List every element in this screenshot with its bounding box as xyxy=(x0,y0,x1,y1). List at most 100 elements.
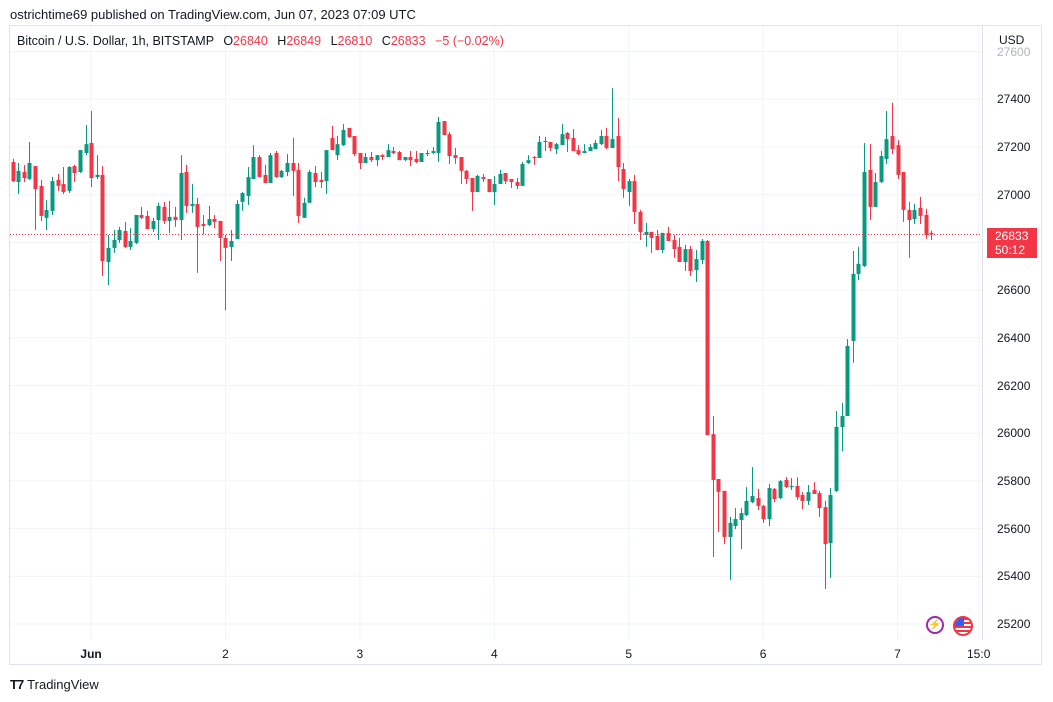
candle-body xyxy=(817,493,822,509)
candle xyxy=(363,152,368,163)
candle-body xyxy=(884,139,889,159)
candle xyxy=(33,166,38,230)
candle-body xyxy=(616,136,621,168)
candle xyxy=(190,183,195,213)
candle xyxy=(67,166,72,194)
price-tick-label: 26400 xyxy=(997,330,1031,345)
candle-body xyxy=(470,178,475,193)
candle-body xyxy=(481,177,486,179)
candle xyxy=(212,214,217,229)
candle-body xyxy=(464,170,469,179)
candle-body xyxy=(503,172,508,182)
candle xyxy=(621,162,626,198)
price-tick-label: 25600 xyxy=(997,521,1031,536)
candle-body xyxy=(571,137,576,152)
candle xyxy=(851,250,856,363)
candle-body xyxy=(386,150,391,158)
candle-body xyxy=(851,273,856,341)
candle xyxy=(56,173,61,191)
candle xyxy=(84,125,89,156)
candle xyxy=(862,142,867,267)
currency-label[interactable]: USD xyxy=(997,33,1027,47)
candle xyxy=(112,229,117,253)
candle xyxy=(884,110,889,164)
symbol-title[interactable]: Bitcoin / U.S. Dollar, 1h, BITSTAMP xyxy=(17,34,214,48)
candle xyxy=(229,229,234,262)
candles xyxy=(11,88,934,589)
candle-body xyxy=(156,205,161,220)
candle-body xyxy=(408,157,413,161)
time-tick-label: 6 xyxy=(759,647,767,661)
candle-body xyxy=(532,157,537,159)
candle xyxy=(756,489,761,510)
candle-body xyxy=(644,231,649,236)
candle-body xyxy=(173,216,178,220)
candle xyxy=(543,136,548,152)
candle-body xyxy=(856,263,861,274)
candle xyxy=(464,169,469,184)
candle-body xyxy=(27,162,32,179)
candle-body xyxy=(918,207,923,216)
candle xyxy=(666,226,671,241)
candlestick-chart[interactable] xyxy=(10,26,982,640)
candle xyxy=(694,250,699,282)
candle-body xyxy=(22,172,27,179)
candle xyxy=(795,477,800,500)
candle xyxy=(907,201,912,258)
candle xyxy=(117,226,122,243)
candle-body xyxy=(123,230,128,247)
us-flag-icon[interactable] xyxy=(953,616,973,636)
candle-body xyxy=(134,214,139,243)
time-tick-label: 3 xyxy=(356,647,364,661)
candle-body xyxy=(582,151,587,153)
grid xyxy=(10,26,982,640)
candle-body xyxy=(621,168,626,189)
candle xyxy=(307,169,312,203)
candle xyxy=(576,145,581,156)
candle xyxy=(767,484,772,526)
footer: T7 TradingView xyxy=(10,677,99,692)
change-value: −5 (−0.02%) xyxy=(435,34,504,48)
lightning-icon[interactable]: ⚡ xyxy=(926,616,944,634)
candle xyxy=(520,162,525,186)
candle xyxy=(649,231,654,253)
candle xyxy=(235,199,240,240)
tradingview-logo-icon: T7 xyxy=(10,677,24,692)
candle-body xyxy=(834,426,839,491)
candle-body xyxy=(705,240,710,436)
candle-body xyxy=(84,144,89,153)
candle xyxy=(414,151,419,163)
candle-body xyxy=(459,157,464,171)
candle xyxy=(565,131,570,153)
candle xyxy=(840,402,845,452)
candle-body xyxy=(733,519,738,526)
candle-body xyxy=(139,214,144,218)
candle-body xyxy=(229,240,234,247)
candle-body xyxy=(44,209,49,218)
candle xyxy=(722,490,727,545)
candle-body xyxy=(89,142,94,179)
candle xyxy=(386,144,391,158)
candle-body xyxy=(391,151,396,153)
candle xyxy=(616,118,621,182)
candle xyxy=(588,144,593,152)
candle xyxy=(358,152,363,169)
candle-body xyxy=(330,137,335,151)
candle xyxy=(784,477,789,489)
candle-body xyxy=(683,249,688,262)
candle xyxy=(509,178,514,189)
candle-body xyxy=(744,500,749,516)
price-tick-label: 27400 xyxy=(997,92,1031,107)
price-axis[interactable] xyxy=(982,26,1043,640)
candle-body xyxy=(492,183,497,193)
candle-body xyxy=(767,488,772,520)
candle xyxy=(873,172,878,207)
candle-body xyxy=(431,151,436,153)
candle-body xyxy=(302,202,307,218)
candle-body xyxy=(436,121,441,153)
candle-body xyxy=(828,494,833,544)
price-tick-label: 25200 xyxy=(997,617,1031,631)
candle xyxy=(655,229,660,251)
candle-body xyxy=(145,215,150,230)
candle-body xyxy=(419,152,424,163)
